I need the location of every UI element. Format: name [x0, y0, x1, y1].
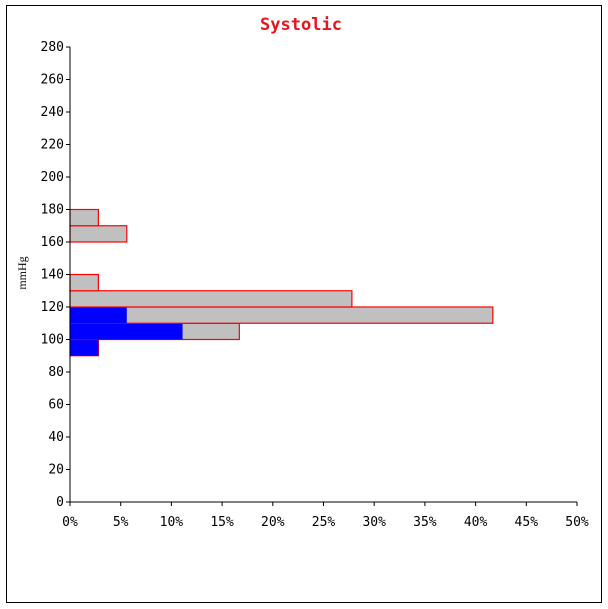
x-tick-label: 5% [113, 515, 129, 530]
bar-gray-120-130 [69, 290, 353, 308]
x-tick-label: 30% [362, 515, 386, 530]
x-tick-label: 0% [62, 515, 78, 530]
y-tick-label: 240 [41, 105, 64, 120]
bar-blue-110-120 [70, 307, 127, 324]
y-tick-label: 160 [41, 235, 64, 250]
x-tick-label: 25% [312, 515, 336, 530]
chart-title: Systolic [260, 15, 342, 35]
bar-blue-100-110 [70, 323, 183, 340]
x-tick-label: 15% [210, 515, 234, 530]
y-tick-label: 280 [41, 40, 64, 55]
y-tick-label: 60 [48, 398, 64, 413]
x-tick-label: 45% [515, 515, 539, 530]
y-tick-label: 80 [48, 365, 64, 380]
y-tick-label: 260 [41, 73, 64, 88]
y-tick-label: 20 [48, 463, 64, 478]
y-tick-label: 100 [41, 333, 64, 348]
bar-gray-110-120 [69, 306, 494, 324]
bar-blue-90-100 [70, 339, 99, 356]
y-tick-label: 200 [41, 170, 64, 185]
x-tick-label: 50% [565, 515, 589, 530]
x-tick-label: 35% [413, 515, 437, 530]
y-tick-label: 40 [48, 430, 64, 445]
axes-group [66, 46, 578, 506]
y-axis-label: mmHg [15, 256, 29, 289]
bar-gray-160-170 [69, 225, 128, 243]
bar-gray-170-180 [69, 208, 99, 227]
y-tick-label: 120 [41, 300, 64, 315]
bars-group [69, 208, 494, 357]
x-tick-label: 10% [160, 515, 184, 530]
y-tick-label: 0 [56, 495, 64, 510]
y-tick-labels: 0 20 40 60 80 100 120 140 160 180 200 220 240 260 280 [41, 40, 64, 510]
x-tick-label: 40% [464, 515, 488, 530]
bar-gray-130-140 [69, 273, 99, 292]
y-tick-label: 220 [41, 138, 64, 153]
x-tick-label: 20% [261, 515, 285, 530]
y-tick-label: 180 [41, 203, 64, 218]
y-tick-label: 140 [41, 268, 64, 283]
x-tick-labels: 0% 5% 10% 15% 20% 25% 30% 35% 40% 45% 50% [62, 515, 589, 530]
